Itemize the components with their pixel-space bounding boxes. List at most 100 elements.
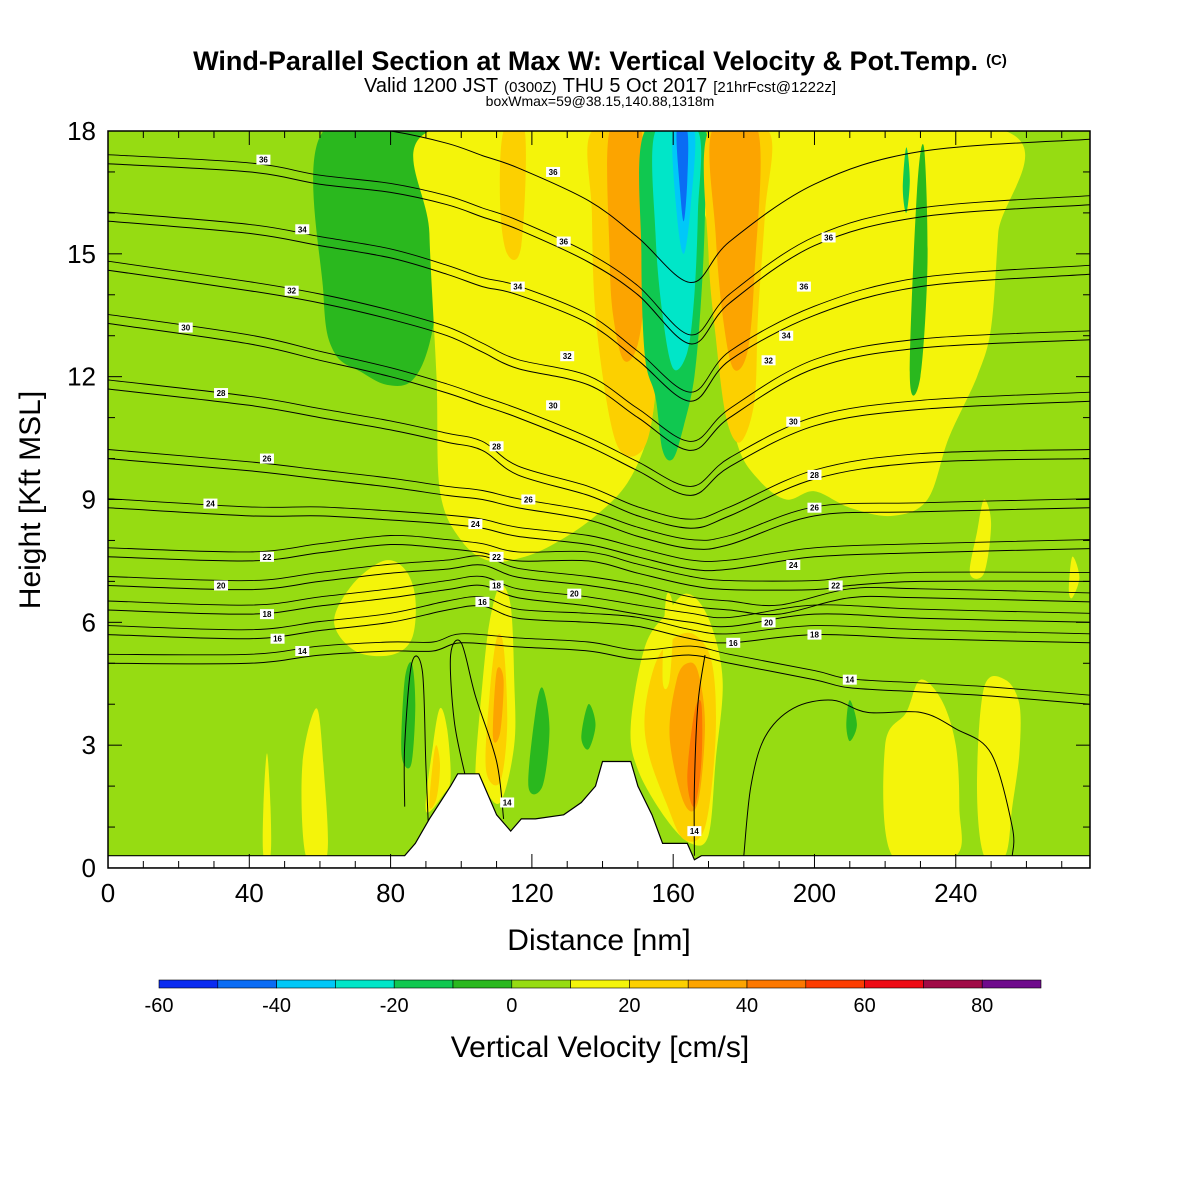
contour-label-text: 28	[810, 471, 819, 480]
velocity-region	[499, 131, 526, 260]
contour-label-text: 18	[810, 631, 819, 640]
contour-label-text: 36	[549, 168, 558, 177]
isentrope-32	[108, 269, 1090, 451]
velocity-region	[846, 700, 857, 742]
isentrope-18	[108, 584, 1090, 628]
contour-label-box	[475, 596, 490, 607]
contour-label-box	[203, 498, 218, 509]
chart-title: Wind-Parallel Section at Max W: Vertical…	[193, 46, 1007, 76]
y-axis-title: Height [Kft MSL]	[14, 391, 47, 609]
contour-label-box	[807, 629, 822, 640]
contour-label-box	[295, 224, 310, 235]
contour-label-text: 36	[824, 233, 833, 242]
contour-label: 32	[560, 351, 575, 362]
contour-label-text: 16	[273, 635, 282, 644]
contour-label: 36	[256, 154, 271, 165]
contour-label-text: 20	[217, 581, 226, 590]
contour-label: 26	[807, 502, 822, 513]
x-tick-label: 80	[376, 878, 405, 908]
contour-label-box	[567, 588, 582, 599]
isentrope-surface-14	[693, 655, 706, 856]
contour-label: 18	[489, 580, 504, 591]
contour-label: 32	[761, 355, 776, 366]
colorbar-swatch	[217, 979, 277, 989]
isentrope-30	[108, 322, 1090, 496]
contour-label-box	[468, 519, 483, 530]
contour-label: 22	[259, 551, 274, 562]
contour-label-box	[779, 330, 794, 341]
plot-area: 36 34 32 30 28 26 24 22 20 18 16 14 36 36 34 32 30 28 26 24…	[108, 131, 1090, 868]
contour-label-box	[259, 609, 274, 620]
valid-time: Valid 1200 JST (0300Z) THU 5 Oct 2017 [21hr…	[364, 75, 836, 97]
contour-label-text: 26	[810, 504, 819, 513]
velocity-region	[492, 667, 504, 743]
isentrope-intermediate	[108, 534, 1090, 582]
isentrope-20	[108, 564, 1090, 616]
colorbar-swatch	[629, 979, 689, 989]
isentrope-intermediate	[108, 449, 1090, 541]
velocity-region	[429, 745, 440, 809]
contour-label: 18	[259, 609, 274, 620]
contour-label-box	[178, 322, 193, 333]
colorbar-tick-label: -60	[145, 995, 174, 1017]
contour-label-text: 36	[259, 156, 268, 165]
colorbar: -60 -40 -20 0 20 40 60 80	[145, 979, 1042, 1017]
velocity-region	[262, 753, 272, 862]
contour-label-text: 22	[492, 553, 501, 562]
colorbar-swatch	[511, 979, 571, 989]
contour-label-box	[761, 617, 776, 628]
contour-label-box	[821, 232, 836, 243]
contour-label-text: 34	[782, 332, 791, 341]
contour-label-text: 26	[263, 455, 272, 464]
contour-label: 22	[489, 551, 504, 562]
x-tick-label: 120	[510, 878, 553, 908]
isentrope-intermediate	[108, 596, 1090, 635]
isentrope-surface-14	[403, 655, 430, 852]
contour-label-box	[796, 281, 811, 292]
contour-label-box	[807, 502, 822, 513]
contour-label-text: 28	[217, 389, 226, 398]
contour-label-text: 30	[549, 401, 558, 410]
contour-label-box	[259, 551, 274, 562]
isentrope-16	[108, 605, 1090, 644]
contour-label-box	[687, 826, 702, 837]
contour-label-box	[726, 637, 741, 648]
contour-label-box	[807, 469, 822, 480]
contour-label-text: 14	[298, 647, 307, 656]
isentrope-38	[387, 131, 1090, 284]
contour-label-box	[214, 388, 229, 399]
contour-label-box	[546, 400, 561, 411]
isentrope-intermediate	[108, 313, 1090, 487]
contour-label-box	[256, 154, 271, 165]
contour-label-box	[295, 645, 310, 656]
contour-label: 14	[295, 645, 310, 656]
contour-label-text: 32	[563, 352, 572, 361]
contour-label-text: 28	[492, 442, 501, 451]
velocity-shading	[262, 131, 1080, 867]
isentrope-intermediate	[108, 555, 1090, 607]
contour-label-box	[546, 166, 561, 177]
contour-label: 36	[796, 281, 811, 292]
colorbar-tick-label: -40	[262, 995, 291, 1017]
contour-label-text: 22	[831, 581, 840, 590]
colorbar-title: Vertical Velocity [cm/s]	[451, 1031, 749, 1064]
contour-label-text: 22	[263, 553, 272, 562]
contour-label: 26	[521, 494, 536, 505]
contour-label-box	[284, 285, 299, 296]
isentrope-24	[108, 507, 1090, 572]
contour-label-box	[560, 351, 575, 362]
contour-label: 20	[761, 617, 776, 628]
contour-label: 20	[214, 580, 229, 591]
contour-label: 34	[295, 224, 310, 235]
isentrope-22	[108, 543, 1090, 591]
colorbar-tick-label: 40	[736, 995, 758, 1017]
velocity-region	[662, 592, 674, 690]
contour-label: 36	[546, 166, 561, 177]
colorbar-tick-label: 60	[853, 995, 875, 1017]
contour-label-box	[828, 580, 843, 591]
colorbar-swatch	[452, 979, 513, 989]
isentrope-intermediate	[108, 260, 1090, 442]
contour-label: 26	[259, 453, 274, 464]
colorbar-swatch	[746, 979, 807, 989]
contour-label-box	[259, 453, 274, 464]
